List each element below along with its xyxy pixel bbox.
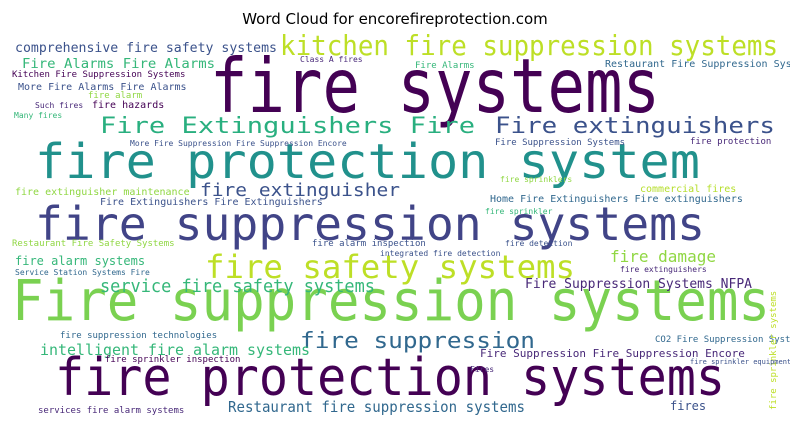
word: fire sprinkler inspection [105, 355, 240, 365]
word: fire protection systems [55, 348, 725, 408]
word: fire suppression technologies [60, 331, 217, 341]
word: fires [670, 399, 706, 413]
word: kitchen fire suppression systems [280, 29, 778, 62]
word: service fire safety systems [100, 276, 375, 297]
word: Restaurant Fire Safety Systems [12, 239, 175, 249]
word: fire suppression [300, 329, 535, 354]
word: Fire Extinguishers Fire Extinguishers [100, 197, 323, 208]
word: Fire Suppression Fire Suppression Encore [480, 347, 745, 360]
word: fire hazards [92, 100, 164, 111]
word: fire suppression systems [35, 197, 705, 251]
word: Fire Alarms Fire Alarms [22, 57, 215, 72]
word: fire alarm systems [15, 254, 145, 268]
word: Restaurant fire suppression systems [228, 398, 525, 416]
plot-area [10, 32, 782, 420]
word: fire safety systems [205, 248, 575, 286]
word: intelligent fire alarm systems [40, 341, 310, 359]
word: fire extinguisher maintenance [15, 187, 190, 198]
word: Such fires [35, 101, 83, 110]
word: More Fire Suppression Fire Suppression E… [130, 139, 347, 148]
word: Service Station Systems Fire [15, 268, 150, 277]
word: fire protection [690, 137, 771, 147]
word: fire damage [610, 247, 716, 266]
word: fire sprinkler [485, 207, 553, 216]
word: comprehensive fire safety systems [15, 41, 277, 56]
word: integrated fire detection [380, 249, 501, 258]
word: Restaurant Fire Suppression Systems [605, 59, 790, 70]
word: commercial fires [640, 184, 736, 195]
word: Fire suppression systems [12, 269, 770, 334]
word: Fires [470, 365, 494, 374]
word: fire protection system [35, 134, 700, 190]
word: fire sprinkler systems [769, 291, 779, 410]
word: Fire Suppression Systems NFPA [525, 277, 752, 292]
word: services fire alarm systems [38, 406, 184, 416]
word: fire systems [210, 42, 660, 130]
word: Class A fires [300, 55, 363, 64]
word: fire extinguisher [200, 180, 400, 201]
word: More Fire Alarms Fire Alarms [18, 82, 187, 93]
word: Home Fire Extinguishers Fire extinguishe… [490, 194, 743, 205]
word: Many fires [14, 111, 62, 120]
word: fire extinguishers [620, 265, 707, 274]
word: Fire Suppression Systems [495, 138, 625, 148]
word: fire sprinklers [500, 175, 572, 184]
word: Fire Alarms [415, 61, 475, 71]
word: Fire extinguishers [495, 114, 775, 139]
word: fire detection [505, 239, 573, 248]
word: fire sprinkler equipment [690, 358, 790, 366]
chart-title: Word Cloud for encorefireprotection.com [242, 10, 548, 28]
word: fire alarm inspection [312, 239, 426, 249]
word: Fire Extinguishers Fire [100, 114, 475, 139]
word: fire alarm [88, 91, 142, 101]
word: Kitchen Fire Suppression Systems [12, 70, 185, 80]
word: CO2 Fire Suppression Systems [655, 335, 790, 345]
